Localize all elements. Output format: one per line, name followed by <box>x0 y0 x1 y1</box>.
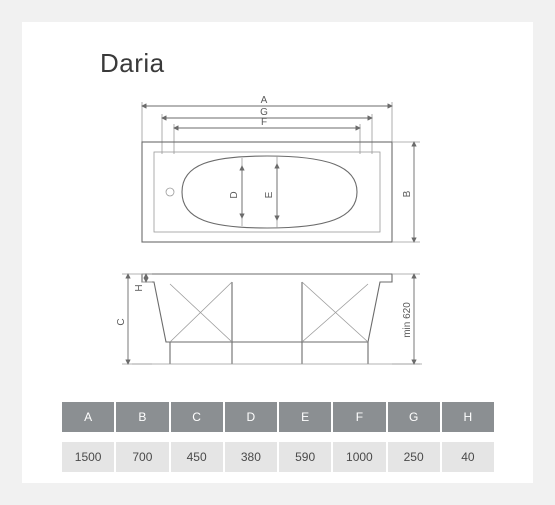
dim-label-a: A <box>261 95 268 106</box>
dimensions-table: A B C D E F G H 1500 700 450 380 590 100… <box>62 402 494 472</box>
table-row: 1500 700 450 380 590 1000 250 40 <box>62 442 494 472</box>
spec-sheet: Daria A G <box>22 22 533 483</box>
dim-label-f: F <box>261 117 267 128</box>
col-header: E <box>279 402 331 432</box>
table-cell: 40 <box>442 442 494 472</box>
col-header: H <box>442 402 494 432</box>
col-header: B <box>116 402 168 432</box>
col-header: A <box>62 402 114 432</box>
dim-label-h: H <box>134 284 145 291</box>
dim-label-e: E <box>264 191 275 198</box>
table-cell: 250 <box>388 442 440 472</box>
table-cell: 590 <box>279 442 331 472</box>
table-header-row: A B C D E F G H <box>62 402 494 432</box>
col-header: F <box>333 402 385 432</box>
technical-drawing: A G F D E B <box>102 94 462 374</box>
product-title: Daria <box>100 48 165 79</box>
dim-label-d: D <box>229 191 240 198</box>
dim-label-c: C <box>116 318 127 325</box>
dim-label-b: B <box>402 190 413 197</box>
table-cell: 1500 <box>62 442 114 472</box>
table-cell: 450 <box>171 442 223 472</box>
col-header: C <box>171 402 223 432</box>
col-header: D <box>225 402 277 432</box>
table-cell: 1000 <box>333 442 385 472</box>
table-cell: 700 <box>116 442 168 472</box>
col-header: G <box>388 402 440 432</box>
dim-label-min: min 620 <box>402 302 413 338</box>
table-cell: 380 <box>225 442 277 472</box>
